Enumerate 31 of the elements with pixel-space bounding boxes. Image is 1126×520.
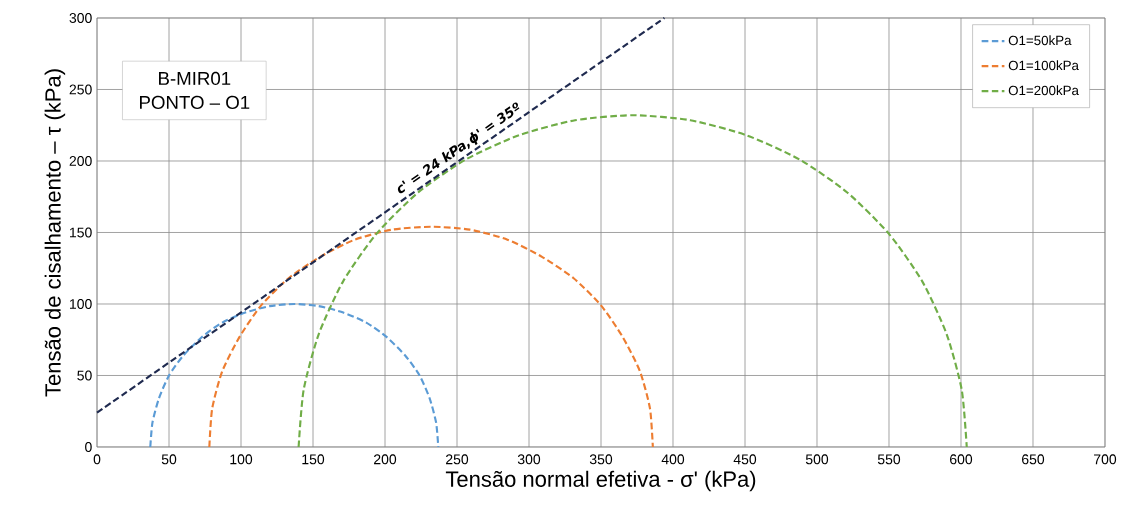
x-tick-label: 250 bbox=[446, 454, 469, 465]
line-series bbox=[149, 302, 440, 449]
y-tick-label: 100 bbox=[70, 299, 92, 309]
x-tick-label: 700 bbox=[1094, 454, 1117, 465]
y-tick-label: 300 bbox=[69, 13, 92, 23]
y-axis-title: Tensão de cisalhamento – τ (kPa) bbox=[44, 69, 66, 397]
legend-label: O1=100kPa bbox=[1008, 60, 1079, 71]
y-tick-label: 200 bbox=[69, 156, 92, 166]
x-tick-label: 500 bbox=[805, 454, 829, 465]
x-tick-label: 350 bbox=[589, 454, 613, 465]
y-tick-label: 0 bbox=[85, 442, 92, 452]
y-tick-label: 150 bbox=[70, 227, 92, 238]
x-tick-label: 0 bbox=[93, 454, 101, 465]
x-tick-label: 50 bbox=[161, 454, 177, 465]
x-tick-label: 600 bbox=[950, 454, 973, 465]
x-tick-label: 400 bbox=[661, 454, 685, 465]
y-tick-label: 250 bbox=[69, 84, 92, 95]
x-tick-label: 200 bbox=[374, 454, 397, 465]
x-tick-label: 300 bbox=[517, 454, 541, 465]
annotation: B-MIR01 bbox=[159, 71, 231, 86]
x-tick-label: 650 bbox=[1022, 454, 1045, 465]
x-axis-title: Tensão normal efetiva - σ' (kPa) bbox=[445, 470, 756, 492]
legend-label: O1=50kPa bbox=[1008, 35, 1072, 46]
x-tick-label: 450 bbox=[733, 454, 757, 465]
annotation: PONTO – O1 bbox=[140, 95, 250, 110]
x-tick-label: 150 bbox=[302, 454, 325, 465]
legend-label: O1=200kPa bbox=[1008, 85, 1079, 96]
x-tick-label: 550 bbox=[877, 454, 901, 465]
line-series bbox=[208, 225, 654, 449]
y-tick-label: 50 bbox=[77, 370, 92, 381]
x-tick-label: 100 bbox=[230, 454, 253, 465]
